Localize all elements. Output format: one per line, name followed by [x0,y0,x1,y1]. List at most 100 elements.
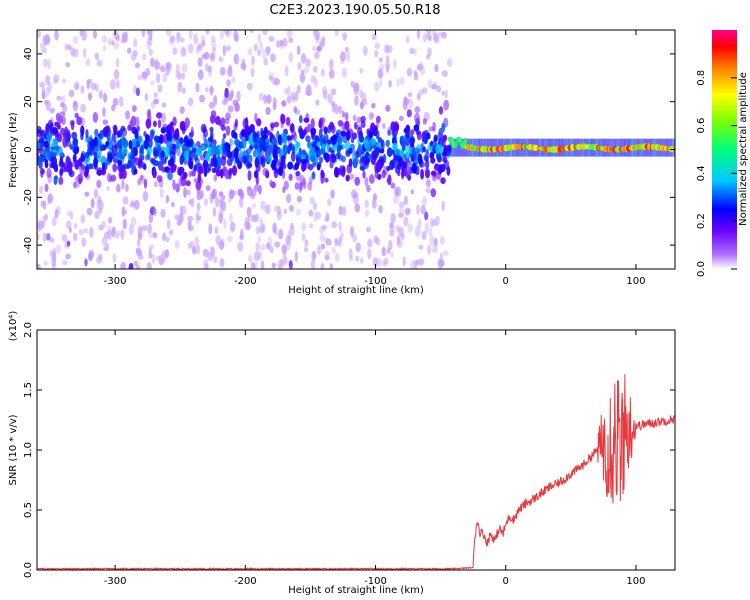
heatmap-cell [86,207,93,216]
heatmap-cell [327,198,332,206]
heatmap-cell [105,243,110,252]
heatmap-cell [153,98,159,105]
heatmap-cell [425,187,432,194]
heatmap-cell [416,92,421,101]
heatmap-cell [133,168,138,175]
heatmap-cell [262,134,268,140]
heatmap-cell [409,47,415,55]
heatmap-cell [268,36,275,42]
heatmap-cell [388,80,392,88]
heatmap-cell [164,166,170,173]
heatmap-cell [175,63,180,73]
heatmap-cell [393,134,397,143]
heatmap-cell [307,84,312,92]
heatmap-cell [262,30,268,36]
heatmap-cell [142,53,147,61]
heatmap-cell [410,260,417,269]
heatmap-cell [101,220,107,229]
heatmap-cell [134,116,140,128]
heatmap-cell [351,189,357,199]
heatmap-cell [154,58,159,70]
heatmap-cell [276,40,281,48]
heatmap-cell [180,73,186,80]
heatmap-cell [407,92,413,98]
spectrogram-x-ticks: -300 -200 -100 0 100 [104,30,645,287]
heatmap-cell [211,46,217,56]
heatmap-cell [350,80,355,88]
heatmap-cell [84,191,90,197]
heatmap-cell [364,199,370,208]
heatmap-cell [115,34,120,42]
heatmap-cell [193,33,198,45]
heatmap-cell [288,173,293,181]
heatmap-cell [321,224,328,230]
heatmap-cell [80,152,85,162]
heatmap-cell [363,45,368,56]
heatmap-cell [268,72,274,80]
heatmap-cell [264,126,268,134]
heatmap-cell [188,199,194,205]
heatmap-cell [315,99,320,106]
heatmap-cell [287,161,294,170]
heatmap-cell [296,84,301,94]
heatmap-cell [117,139,123,148]
heatmap-cell [44,140,49,148]
heatmap-cell [67,132,71,141]
heatmap-cell [80,103,87,113]
heatmap-cell [220,168,224,179]
heatmap-cell [179,155,184,165]
heatmap-cell [337,144,343,150]
heatmap-cell [295,171,300,177]
heatmap-cell [128,120,133,131]
heatmap-cell [426,32,432,41]
y-tick-label: 40 [23,48,34,61]
heatmap-cell [277,147,283,155]
heatmap-cell [64,239,69,249]
heatmap-cell [296,141,301,148]
heatmap-cell [407,173,411,181]
heatmap-cell [385,139,390,147]
heatmap-cell [159,259,165,265]
heatmap-cell [65,253,71,260]
heatmap-cell [218,240,225,250]
heatmap-cell [55,244,62,254]
heatmap-cell [260,200,266,210]
heatmap-cell [403,216,409,227]
heatmap-cell [111,144,118,156]
heatmap-cell [297,61,302,71]
heatmap-cell [253,251,260,262]
heatmap-cell [240,191,245,200]
heatmap-cell [375,237,381,246]
heatmap-cell [406,109,412,118]
heatmap-cell [360,115,366,123]
heatmap-cell [312,45,317,52]
heatmap-cell [281,100,287,107]
heatmap-cell [75,80,79,91]
heatmap-cell [263,94,267,104]
heatmap-cell [374,49,379,58]
heatmap-cell [170,35,176,43]
heatmap-cell [88,163,93,170]
heatmap-cell [372,125,378,137]
snr-x-label: Height of straight line (km) [288,585,424,596]
heatmap-cell [50,117,54,124]
heatmap-cell [272,222,277,234]
heatmap-cell [352,193,359,205]
heatmap-cell [330,88,337,96]
heatmap-cell [196,244,200,255]
heatmap-cell [219,30,225,40]
heatmap-cell [59,111,66,117]
heatmap-cell [98,200,104,211]
heatmap-cell [150,129,155,137]
heatmap-cell [416,64,423,71]
heatmap-cell [66,240,71,247]
heatmap-cell [247,186,253,197]
heatmap-cell [200,190,204,199]
heatmap-cell [174,214,181,220]
heatmap-cell [282,37,288,47]
heatmap-cell [42,200,47,210]
heatmap-cell [334,166,339,178]
heatmap-cell [223,218,227,229]
snr-y-ticks: 0.0 0.5 1.0 1.5 2.0 [23,322,675,578]
heatmap-cell [235,35,239,41]
